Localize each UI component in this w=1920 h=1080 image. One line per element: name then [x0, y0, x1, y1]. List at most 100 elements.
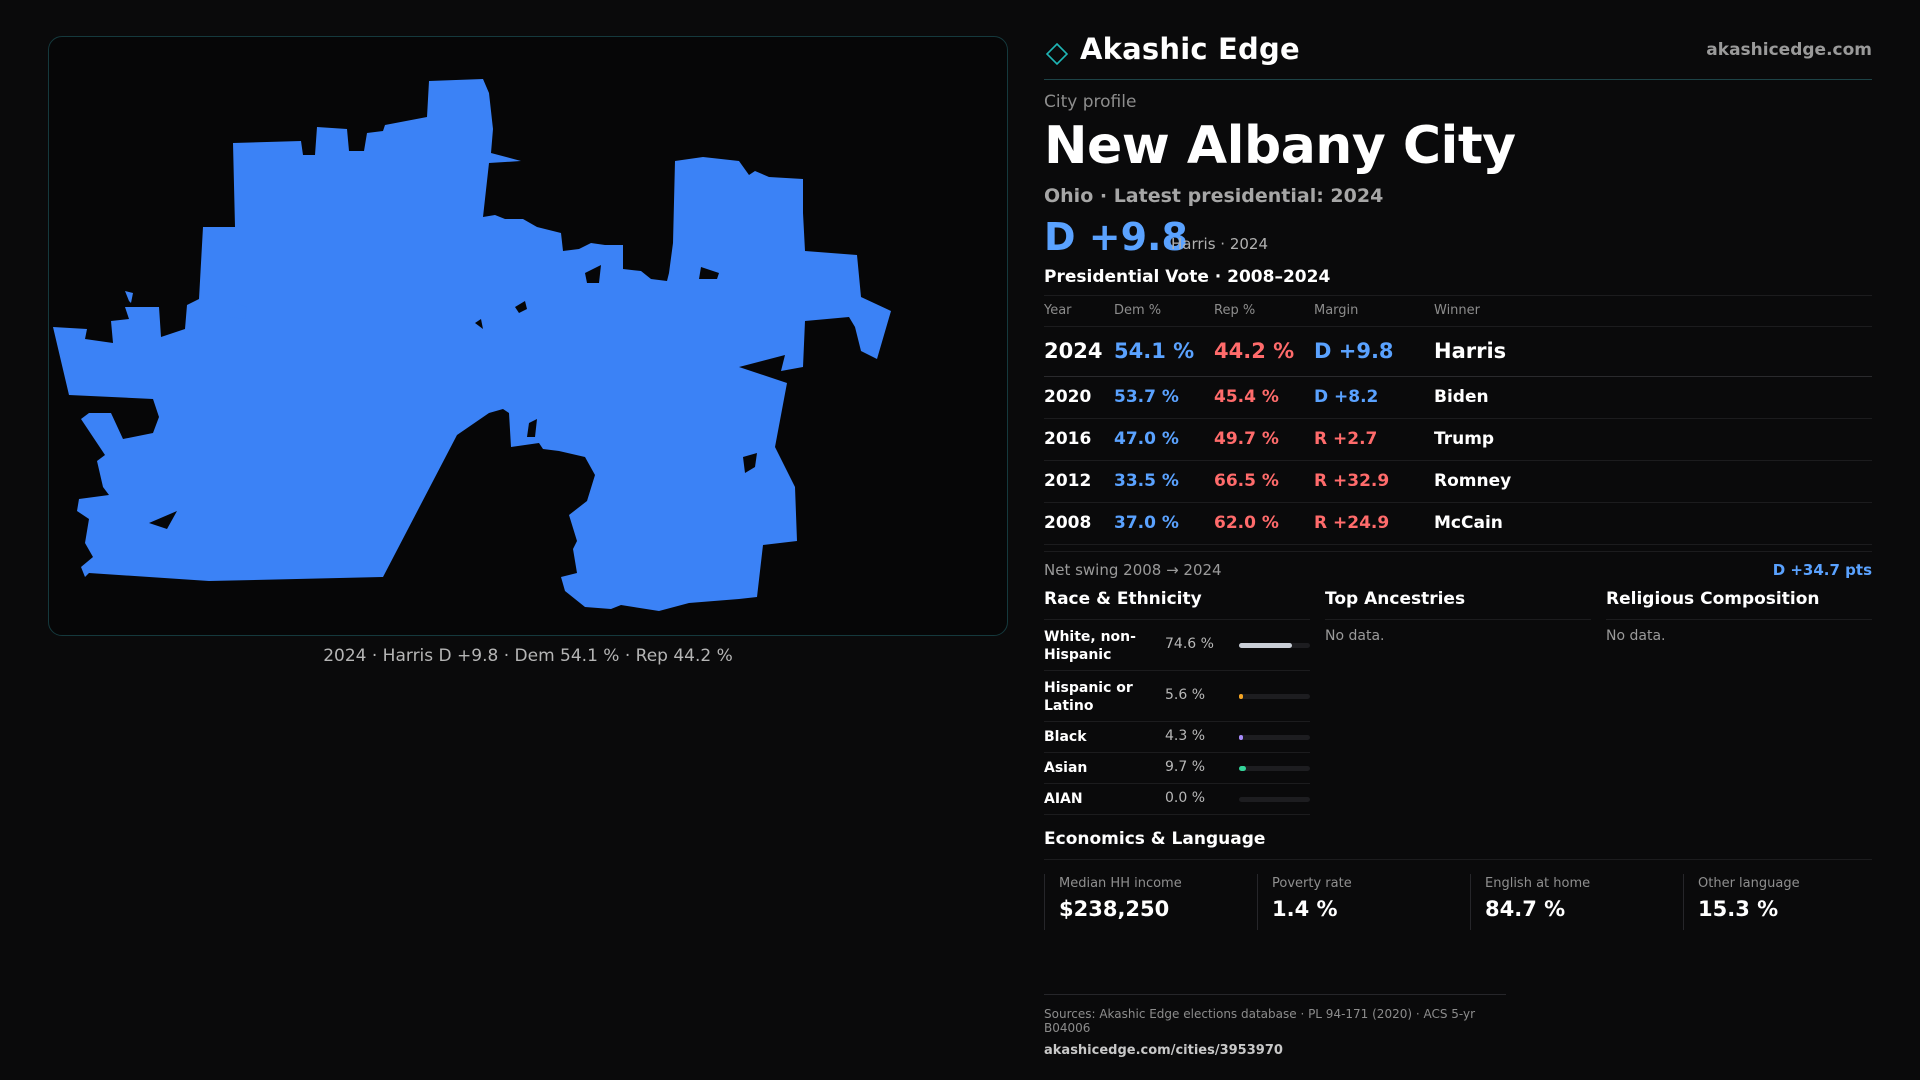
cell-year: 2024 — [1044, 326, 1114, 377]
top-ancestries-title: Top Ancestries — [1325, 587, 1591, 620]
table-row: 2016 47.0 % 49.7 % R +2.7 Trump — [1044, 418, 1872, 461]
cell-winner: McCain — [1434, 502, 1872, 545]
cell-dem: 37.0 % — [1114, 502, 1214, 545]
stat-other-language: Other language 15.3 % — [1683, 873, 1896, 930]
stat-value: 1.4 % — [1272, 896, 1338, 921]
race-label: White, non-Hispanic — [1044, 628, 1136, 663]
cell-winner: Trump — [1434, 418, 1872, 461]
religious-composition-panel: Religious Composition No data. — [1606, 587, 1872, 644]
cell-rep: 44.2 % — [1214, 326, 1314, 377]
race-row: White, non-Hispanic 74.6 % — [1044, 620, 1310, 671]
col-header-year: Year — [1044, 296, 1114, 327]
race-value: 9.7 % — [1165, 758, 1206, 775]
race-bar-track — [1239, 765, 1310, 771]
race-bar-track — [1239, 642, 1310, 648]
table-header-row: Year Dem % Rep % Margin Winner — [1044, 296, 1872, 327]
cell-rep: 49.7 % — [1214, 418, 1314, 461]
cell-winner: Biden — [1434, 376, 1872, 419]
race-row: AIAN 0.0 % — [1044, 784, 1310, 815]
cell-margin: D +9.8 — [1314, 326, 1434, 377]
race-bar-track — [1239, 734, 1310, 740]
race-ethnicity-list: White, non-Hispanic 74.6 % Hispanic or Lat… — [1044, 620, 1310, 815]
race-ethnicity-panel: Race & Ethnicity White, non-Hispanic 74.6… — [1044, 587, 1310, 815]
demographics-section: Race & Ethnicity White, non-Hispanic 74.6… — [1044, 587, 1872, 819]
brand-header: Akashic Edge akashicedge.com — [1044, 30, 1872, 80]
profile-panel: Akashic Edge akashicedge.com City profil… — [1044, 30, 1872, 940]
race-label: AIAN — [1044, 790, 1083, 807]
stat-label: Poverty rate — [1272, 875, 1352, 891]
race-value: 5.6 % — [1165, 686, 1206, 703]
religious-composition-title: Religious Composition — [1606, 587, 1872, 620]
table-row: 2012 33.5 % 66.5 % R +32.9 Romney — [1044, 460, 1872, 503]
cell-dem: 54.1 % — [1114, 326, 1214, 377]
cell-winner: Romney — [1434, 460, 1872, 503]
brand-name[interactable]: Akashic Edge — [1080, 32, 1300, 66]
race-bar-track — [1239, 693, 1310, 699]
race-ethnicity-title: Race & Ethnicity — [1044, 587, 1310, 620]
economics-title: Economics & Language — [1044, 829, 1872, 860]
cell-dem: 47.0 % — [1114, 418, 1214, 461]
cell-year: 2020 — [1044, 376, 1114, 419]
cell-dem: 33.5 % — [1114, 460, 1214, 503]
net-swing-value: D +34.7 pts — [1772, 560, 1872, 579]
economics-stats: Median HH income $238,250 Poverty rate 1… — [1044, 873, 1872, 940]
headline-margin: D +9.8 Harris · 2024 — [1044, 215, 1872, 261]
cell-dem: 53.7 % — [1114, 376, 1214, 419]
race-label: Black — [1044, 728, 1087, 745]
city-boundary-shape — [53, 79, 891, 611]
cell-margin: R +2.7 — [1314, 418, 1434, 461]
cell-year: 2016 — [1044, 418, 1114, 461]
col-header-margin: Margin — [1314, 296, 1434, 327]
race-label: Asian — [1044, 759, 1088, 776]
race-bar-fill — [1239, 734, 1243, 740]
cell-rep: 66.5 % — [1214, 460, 1314, 503]
race-bar-fill — [1239, 642, 1292, 648]
page-eyebrow: City profile — [1044, 92, 1137, 112]
race-bar-fill — [1239, 693, 1243, 699]
race-row: Hispanic or Latino 5.6 % — [1044, 671, 1310, 722]
col-header-winner: Winner — [1434, 296, 1872, 327]
stat-median-income: Median HH income $238,250 — [1044, 873, 1257, 930]
stat-value: 84.7 % — [1485, 896, 1566, 921]
stat-poverty-rate: Poverty rate 1.4 % — [1257, 873, 1470, 930]
table-row: 2008 37.0 % 62.0 % R +24.9 McCain — [1044, 502, 1872, 545]
latest-margin-value: D +9.8 — [1044, 215, 1188, 260]
city-boundary-outlier-2 — [229, 303, 247, 319]
map-caption: 2024 · Harris D +9.8 · Dem 54.1 % · Rep … — [323, 646, 733, 666]
race-value: 74.6 % — [1165, 635, 1214, 652]
stat-label: Median HH income — [1059, 875, 1182, 891]
city-subtitle: Ohio · Latest presidential: 2024 — [1044, 185, 1384, 208]
cell-year: 2012 — [1044, 460, 1114, 503]
race-row: Black 4.3 % — [1044, 722, 1310, 753]
table-row: 2024 54.1 % 44.2 % D +9.8 Harris — [1044, 326, 1872, 377]
city-map[interactable] — [48, 36, 1008, 636]
presidential-vote-table: Year Dem % Rep % Margin Winner 2024 54.1… — [1044, 296, 1872, 545]
stat-english-at-home: English at home 84.7 % — [1470, 873, 1683, 930]
race-bar-fill — [1239, 765, 1246, 771]
ancestries-empty-text: No data. — [1325, 627, 1385, 644]
top-ancestries-panel: Top Ancestries No data. — [1325, 587, 1591, 644]
sources-text: Sources: Akashic Edge elections database… — [1044, 1007, 1476, 1035]
race-row: Asian 9.7 % — [1044, 753, 1310, 784]
sources-footer: Sources: Akashic Edge elections database… — [1044, 994, 1506, 1058]
cell-rep: 45.4 % — [1214, 376, 1314, 419]
race-value: 0.0 % — [1165, 789, 1206, 806]
cell-winner: Harris — [1434, 326, 1872, 377]
net-swing-row: Net swing 2008 → 2024 D +34.7 pts — [1044, 550, 1872, 583]
city-permalink[interactable]: akashicedge.com/cities/3953970 — [1044, 1043, 1283, 1058]
table-row: 2020 53.7 % 45.4 % D +8.2 Biden — [1044, 376, 1872, 419]
stat-value: $238,250 — [1059, 896, 1170, 921]
cell-year: 2008 — [1044, 502, 1114, 545]
brand-url-link[interactable]: akashicedge.com — [1706, 40, 1872, 60]
col-header-dem: Dem % — [1114, 296, 1214, 327]
cell-margin: R +24.9 — [1314, 502, 1434, 545]
race-label: Hispanic or Latino — [1044, 679, 1133, 714]
vote-section-title: Presidential Vote · 2008–2024 — [1044, 267, 1872, 297]
page-title: New Albany City — [1044, 116, 1516, 176]
cell-margin: R +32.9 — [1314, 460, 1434, 503]
religion-empty-text: No data. — [1606, 627, 1666, 644]
net-swing-label: Net swing 2008 → 2024 — [1044, 560, 1222, 579]
city-boundary-outlier — [125, 291, 133, 303]
col-header-rep: Rep % — [1214, 296, 1314, 327]
